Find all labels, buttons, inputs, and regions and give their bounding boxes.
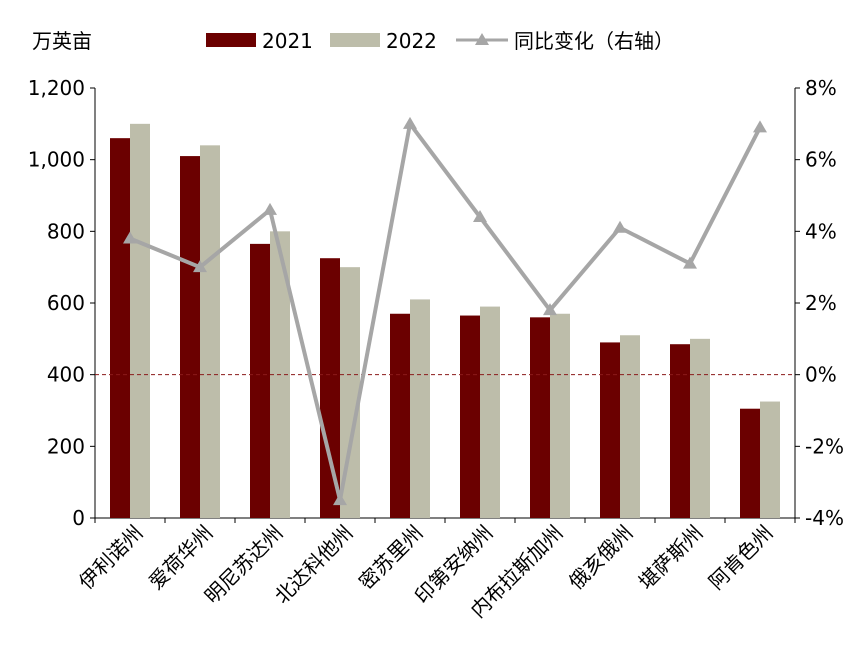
category-labels: 伊利诺州爱荷华州明尼苏达州北达科他州密苏里州印第安纳州内布拉斯加州俄亥俄州堪萨斯… (74, 521, 778, 623)
right-tick-label: 6% (805, 148, 837, 172)
yoy-point-3 (333, 493, 347, 506)
left-tick-label: 200 (47, 434, 85, 458)
category-label-7: 俄亥俄州 (564, 521, 638, 595)
bar-2021-6 (530, 317, 550, 518)
bar-2021-7 (600, 342, 620, 518)
left-tick-label: 1,000 (28, 148, 85, 172)
yoy-point-6 (543, 303, 557, 316)
bar-2021-5 (460, 315, 480, 518)
category-label-0: 伊利诺州 (74, 521, 148, 595)
bar-2022-4 (410, 299, 430, 518)
right-tick-label: 8% (805, 76, 837, 100)
yoy-point-2 (263, 202, 277, 215)
legend-label-2022: 2022 (386, 29, 437, 53)
yoy-point-1 (193, 260, 207, 273)
left-tick-label: 0 (72, 506, 85, 530)
right-tick-label: 0% (805, 363, 837, 387)
left-tick-label: 400 (47, 363, 85, 387)
bar-2022-3 (340, 267, 360, 518)
yoy-point-9 (753, 120, 767, 133)
category-label-9: 阿肯色州 (704, 521, 778, 595)
bar-2022-5 (480, 306, 500, 518)
yoy-line (129, 121, 762, 503)
legend-swatch-2022 (330, 33, 380, 47)
bar-2021-0 (110, 138, 130, 518)
bar-2022-8 (690, 338, 710, 518)
yoy-point-7 (613, 220, 627, 233)
right-tick-label: 4% (805, 219, 837, 243)
category-label-1: 爱荷华州 (144, 521, 218, 595)
bar-2022-7 (620, 335, 640, 518)
yoy-point-4 (403, 116, 417, 129)
left-tick-label: 800 (47, 219, 85, 243)
yoy-point-8 (683, 256, 697, 269)
bar-2021-2 (250, 243, 270, 518)
bar-2022-9 (760, 401, 780, 518)
right-tick-label: -2% (805, 434, 844, 458)
bar-2022-6 (550, 313, 570, 518)
left-tick-label: 600 (47, 291, 85, 315)
right-tick-label: 2% (805, 291, 837, 315)
bar-2021-1 (180, 156, 200, 519)
right-tick-label: -4% (805, 506, 844, 530)
bar-2021-8 (670, 344, 690, 518)
yoy-line-series (123, 116, 767, 506)
legend-swatch-2021 (206, 33, 256, 47)
yoy-point-0 (123, 231, 137, 244)
bar-2021-4 (390, 313, 410, 518)
bar-2021-3 (320, 258, 340, 518)
bars (110, 123, 780, 519)
left-axis-unit-label: 万英亩 (32, 29, 92, 53)
yoy-point-5 (473, 210, 487, 222)
legend-label-yoy: 同比变化（右轴） (514, 29, 674, 53)
bar-2022-1 (200, 145, 220, 519)
axes: 0 200 400 600 800 1,000 1,200 -4% -2% 0% 2% 4% 6% 8% (28, 76, 844, 530)
legend-label-2021: 2021 (262, 29, 313, 53)
category-label-8: 堪萨斯州 (634, 521, 708, 595)
legend: 2021 2022 同比变化（右轴） (206, 29, 674, 53)
bar-2021-9 (740, 408, 760, 518)
category-label-4: 密苏里州 (354, 521, 428, 595)
left-tick-label: 1,200 (28, 76, 85, 100)
legend-marker-yoy (475, 33, 489, 45)
bar-2022-0 (130, 123, 150, 518)
